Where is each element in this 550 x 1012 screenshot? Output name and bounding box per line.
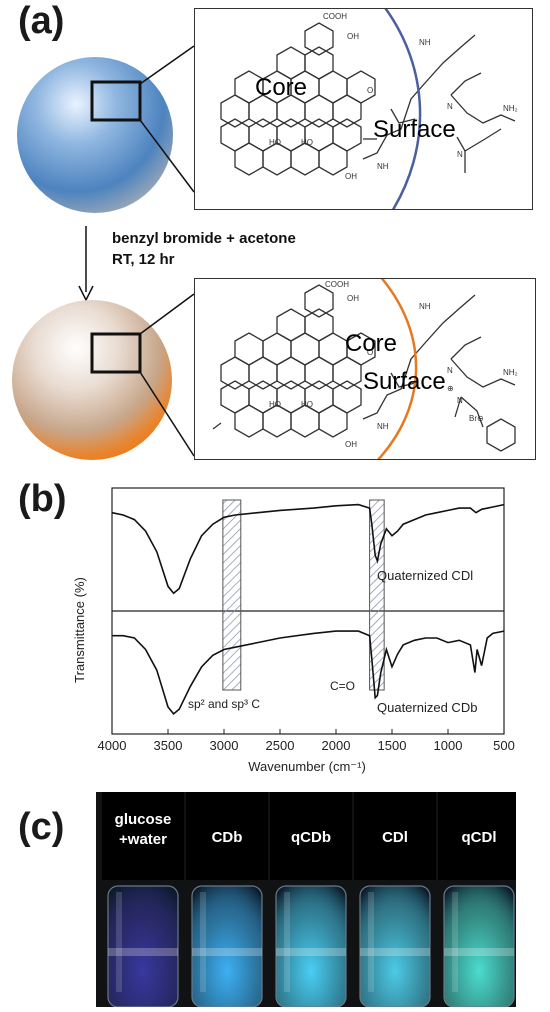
vial-label-2: CDb bbox=[212, 829, 243, 846]
vial-photo-drawing: glucose +water CDb qCDb CDl qCDl bbox=[102, 792, 520, 1008]
top-group-nh2: NH₂ bbox=[503, 104, 518, 113]
top-group-oh-2: OH bbox=[345, 172, 357, 181]
x-tick-label-4000: 4000 bbox=[98, 738, 127, 753]
top-core-label: Core bbox=[255, 74, 307, 101]
x-tick-label-2000: 2000 bbox=[322, 738, 351, 753]
top-group-nh-2: NH bbox=[377, 162, 389, 171]
series-line-1 bbox=[111, 503, 505, 595]
series-label-quaternized-cdl: Quaternized CDl bbox=[377, 568, 473, 583]
series-line-2 bbox=[112, 630, 505, 716]
top-group-oh-1: OH bbox=[347, 32, 359, 41]
vial-cap-3 bbox=[270, 792, 352, 880]
x-tick-label-3500: 3500 bbox=[154, 738, 183, 753]
vial-cap-2 bbox=[186, 792, 268, 880]
bottom-nanoparticle-sphere bbox=[12, 300, 172, 460]
vial-label-4: CDl bbox=[382, 829, 408, 846]
top-structure-box: COOH OH HO HO O NH NH N N NH₂ OH Core Su… bbox=[194, 4, 533, 214]
vial-5: qCDl bbox=[438, 792, 520, 1008]
bottom-group-cooh: COOH bbox=[325, 280, 349, 289]
bottom-group-o: O bbox=[367, 348, 373, 357]
bottom-group-ho-1: HO bbox=[269, 400, 281, 409]
vial-cap-5 bbox=[438, 792, 520, 880]
x-tick-label-1500: 1500 bbox=[378, 738, 407, 753]
top-surface-label: Surface bbox=[373, 116, 456, 143]
ftir-spectrum-chart: 4000 3500 3000 2500 2000 1500 1000 500 Transmit… bbox=[72, 487, 515, 774]
bottom-structure-box: COOH OH HO HO O NH NH N N NH₂ OH ⊕ Br⊖ C… bbox=[194, 274, 536, 464]
top-group-o: O bbox=[367, 86, 373, 95]
top-group-ho-1: HO bbox=[269, 138, 281, 147]
vial-1: glucose +water bbox=[102, 792, 184, 1008]
bottom-group-ho-2: HO bbox=[301, 400, 313, 409]
bottom-group-nh-1: NH bbox=[419, 302, 431, 311]
bottom-molecule-drawing: COOH OH HO HO O NH NH N N NH₂ OH ⊕ Br⊖ C… bbox=[212, 274, 518, 464]
x-tick-label-2500: 2500 bbox=[266, 738, 295, 753]
panel-c-label: (c) bbox=[18, 806, 65, 848]
bottom-group-br: Br⊖ bbox=[469, 414, 484, 423]
vial-3: qCDb bbox=[270, 792, 352, 1008]
top-group-nh-1: NH bbox=[419, 38, 431, 47]
top-zoom-lines bbox=[139, 45, 195, 193]
top-group-n-1: N bbox=[447, 102, 453, 111]
y-axis-label: Transmittance (%) bbox=[72, 577, 87, 683]
top-group-cooh: COOH bbox=[323, 12, 347, 21]
highlight-band-1 bbox=[222, 499, 242, 691]
bottom-group-n-2: N bbox=[457, 396, 463, 405]
reaction-reagents: benzyl bromide + acetone bbox=[112, 230, 296, 247]
x-tick-label-500: 500 bbox=[493, 738, 515, 753]
bottom-group-nh2: NH₂ bbox=[503, 368, 518, 377]
vial-label-3: qCDb bbox=[291, 829, 331, 846]
bottom-group-nh-2: NH bbox=[377, 422, 389, 431]
series-label-quaternized-cdb: Quaternized CDb bbox=[377, 700, 477, 715]
top-group-ho-2: HO bbox=[301, 138, 313, 147]
panel-a-label: (a) bbox=[18, 0, 65, 42]
bottom-group-oh-1: OH bbox=[347, 294, 359, 303]
bottom-core-label: Core bbox=[345, 330, 397, 357]
vial-photo: glucose +water CDb qCDb CDl qCDl bbox=[96, 792, 520, 1008]
reaction-arrow bbox=[78, 226, 94, 302]
bottom-surface-label: Surface bbox=[363, 368, 446, 395]
x-tick-label-1000: 1000 bbox=[434, 738, 463, 753]
vial-label-1: glucose bbox=[115, 811, 172, 828]
bottom-zoom-lines bbox=[139, 293, 195, 457]
top-molecule-drawing: COOH OH HO HO O NH NH N N NH₂ OH Core Su… bbox=[220, 4, 518, 214]
vial-2: CDb bbox=[186, 792, 268, 1008]
bottom-group-oh-2: OH bbox=[345, 440, 357, 449]
panel-b-label: (b) bbox=[18, 478, 67, 520]
vial-cap-4 bbox=[354, 792, 436, 880]
bottom-group-n-1: N bbox=[447, 366, 453, 375]
reaction-time-temp: RT, 12 hr bbox=[112, 251, 175, 268]
bottom-group-plus: ⊕ bbox=[447, 384, 454, 393]
top-nanoparticle-sphere bbox=[17, 57, 173, 213]
reaction-conditions: benzyl bromide + acetone RT, 12 hr bbox=[112, 228, 296, 270]
vial-label-5: qCDl bbox=[462, 829, 497, 846]
annotation-sp2-sp3: sp² and sp³ C bbox=[188, 697, 260, 711]
x-axis-label: Wavenumber (cm⁻¹) bbox=[248, 759, 366, 774]
vial-4: CDl bbox=[354, 792, 436, 1008]
top-group-n-2: N bbox=[457, 150, 463, 159]
vial-label-1-line2: +water bbox=[119, 831, 167, 848]
x-tick-label-3000: 3000 bbox=[210, 738, 239, 753]
vial-cap-1 bbox=[102, 792, 184, 880]
annotation-c-o: C=O bbox=[330, 679, 355, 693]
